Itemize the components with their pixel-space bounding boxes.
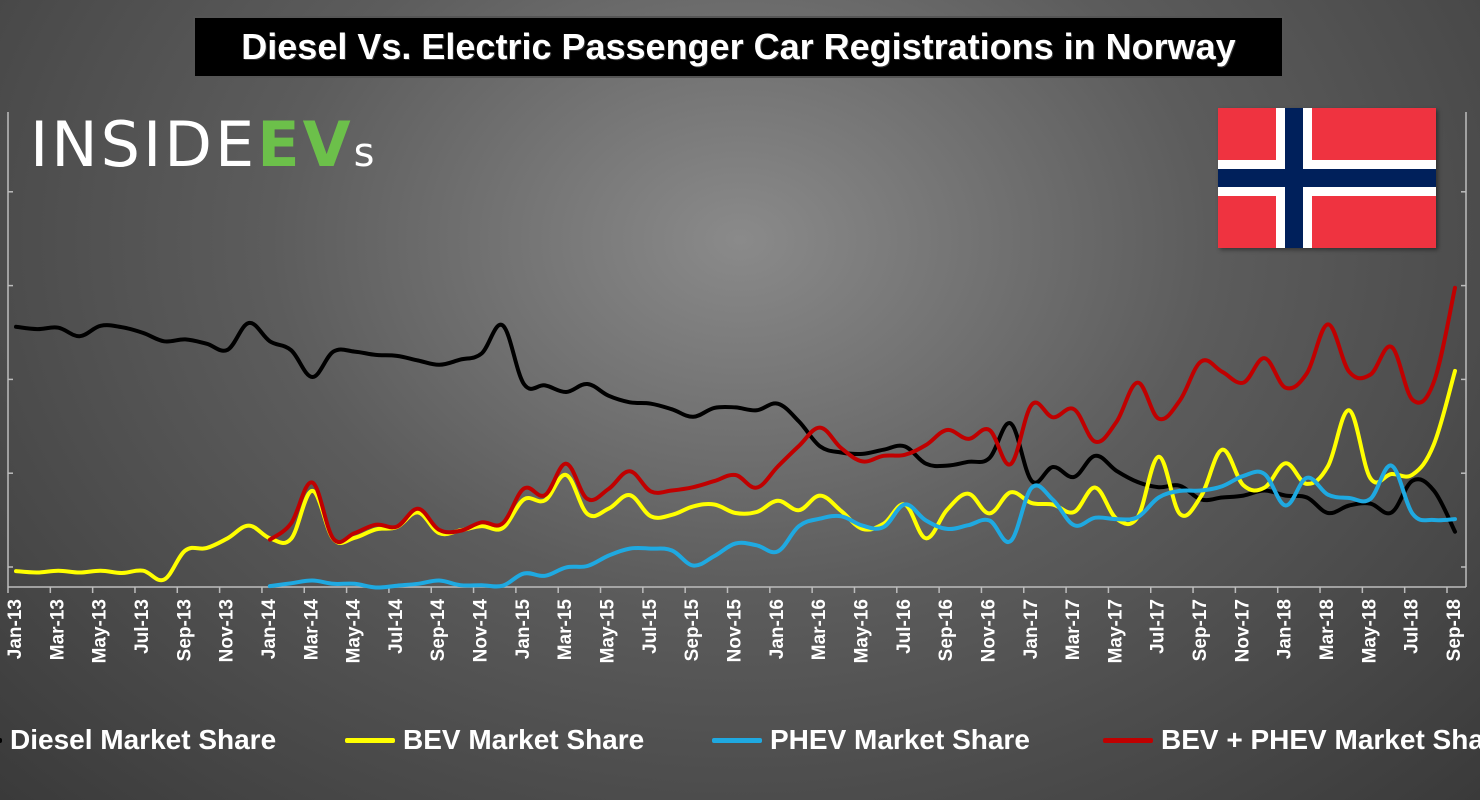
x-tick-label: May-17	[1105, 599, 1126, 663]
axis-layer	[7, 112, 1467, 593]
legend-item-phev: PHEV Market Share	[712, 724, 1030, 756]
x-tick-label: Mar-17	[1063, 599, 1084, 660]
series-line-bev-phev-market-share	[267, 285, 1457, 545]
legend-swatch-bev-phev	[1103, 737, 1153, 743]
x-tick-label: Nov-16	[978, 599, 999, 662]
insideevs-logo: INSIDE EV s	[30, 108, 378, 181]
x-tick-label: Mar-13	[47, 599, 68, 660]
x-tick-label: Jul-16	[894, 599, 915, 654]
x-tick-label: May-16	[852, 599, 873, 663]
chart-legend: Diesel Market Share BEV Market Share PHE…	[0, 718, 1480, 766]
x-tick-label: Mar-14	[301, 599, 322, 661]
x-tick-label: Nov-15	[725, 599, 746, 663]
x-tick-label: Sep-17	[1190, 599, 1211, 661]
x-tick-label: Sep-18	[1444, 599, 1465, 661]
legend-label-bev: BEV Market Share	[403, 724, 645, 755]
x-tick-label: Jul-15	[640, 599, 661, 654]
x-tick-label: Jan-17	[1021, 599, 1042, 659]
x-tick-label: Nov-14	[471, 599, 492, 663]
legend-item-bev: BEV Market Share	[345, 724, 644, 756]
legend-item-bev-phev: BEV + PHEV Market Share	[1103, 724, 1480, 756]
x-tick-label: Sep-15	[682, 599, 703, 662]
legend-item-diesel: Diesel Market Share	[0, 724, 276, 756]
norway-flag-icon	[1218, 108, 1436, 248]
x-tick-label: Jan-13	[5, 599, 26, 659]
x-axis-tick-labels: Jan-13 Mar-13 May-13 Jul-13 Sep-13 Nov-13 Jan-…	[5, 599, 1465, 664]
x-tick-label: Nov-17	[1232, 599, 1253, 662]
x-tick-label: May-18	[1359, 599, 1380, 663]
x-tick-label: Jul-13	[132, 599, 153, 654]
x-tick-label: Sep-14	[428, 599, 449, 662]
x-tick-label: May-15	[598, 599, 619, 664]
legend-swatch-phev	[712, 737, 762, 743]
x-tick-label: Mar-18	[1317, 599, 1338, 660]
series-layer	[14, 285, 1457, 590]
x-tick-label: Jan-15	[513, 599, 534, 660]
x-tick-label: Jan-14	[259, 599, 280, 660]
series-line-phev-market-share	[267, 463, 1457, 590]
series-line-diesel-market-share	[14, 320, 1457, 534]
chart-title: Diesel Vs. Electric Passenger Car Regist…	[241, 26, 1236, 67]
legend-label-diesel: Diesel Market Share	[10, 724, 277, 755]
x-tick-label: Jul-17	[1148, 599, 1169, 654]
x-tick-label: Nov-13	[217, 599, 238, 662]
x-tick-label: May-14	[344, 599, 365, 664]
x-tick-label: Mar-16	[809, 599, 830, 660]
x-tick-label: Jan-16	[767, 599, 788, 659]
chart-title-box: Diesel Vs. Electric Passenger Car Regist…	[193, 16, 1284, 78]
legend-swatch-diesel	[0, 737, 2, 743]
x-tick-label: Sep-16	[936, 599, 957, 661]
x-tick-label: Jul-14	[386, 599, 407, 654]
x-tick-label: Jan-18	[1275, 599, 1296, 659]
legend-label-phev: PHEV Market Share	[770, 724, 1030, 755]
x-tick-label: Sep-13	[174, 599, 195, 661]
x-tick-label: Jul-18	[1402, 599, 1423, 654]
legend-label-bev-phev: BEV + PHEV Market Share	[1161, 724, 1480, 755]
series-line-bev-market-share	[14, 368, 1457, 583]
legend-swatch-bev	[345, 737, 395, 743]
x-tick-label: Mar-15	[555, 599, 576, 661]
x-tick-label: May-13	[90, 599, 111, 663]
